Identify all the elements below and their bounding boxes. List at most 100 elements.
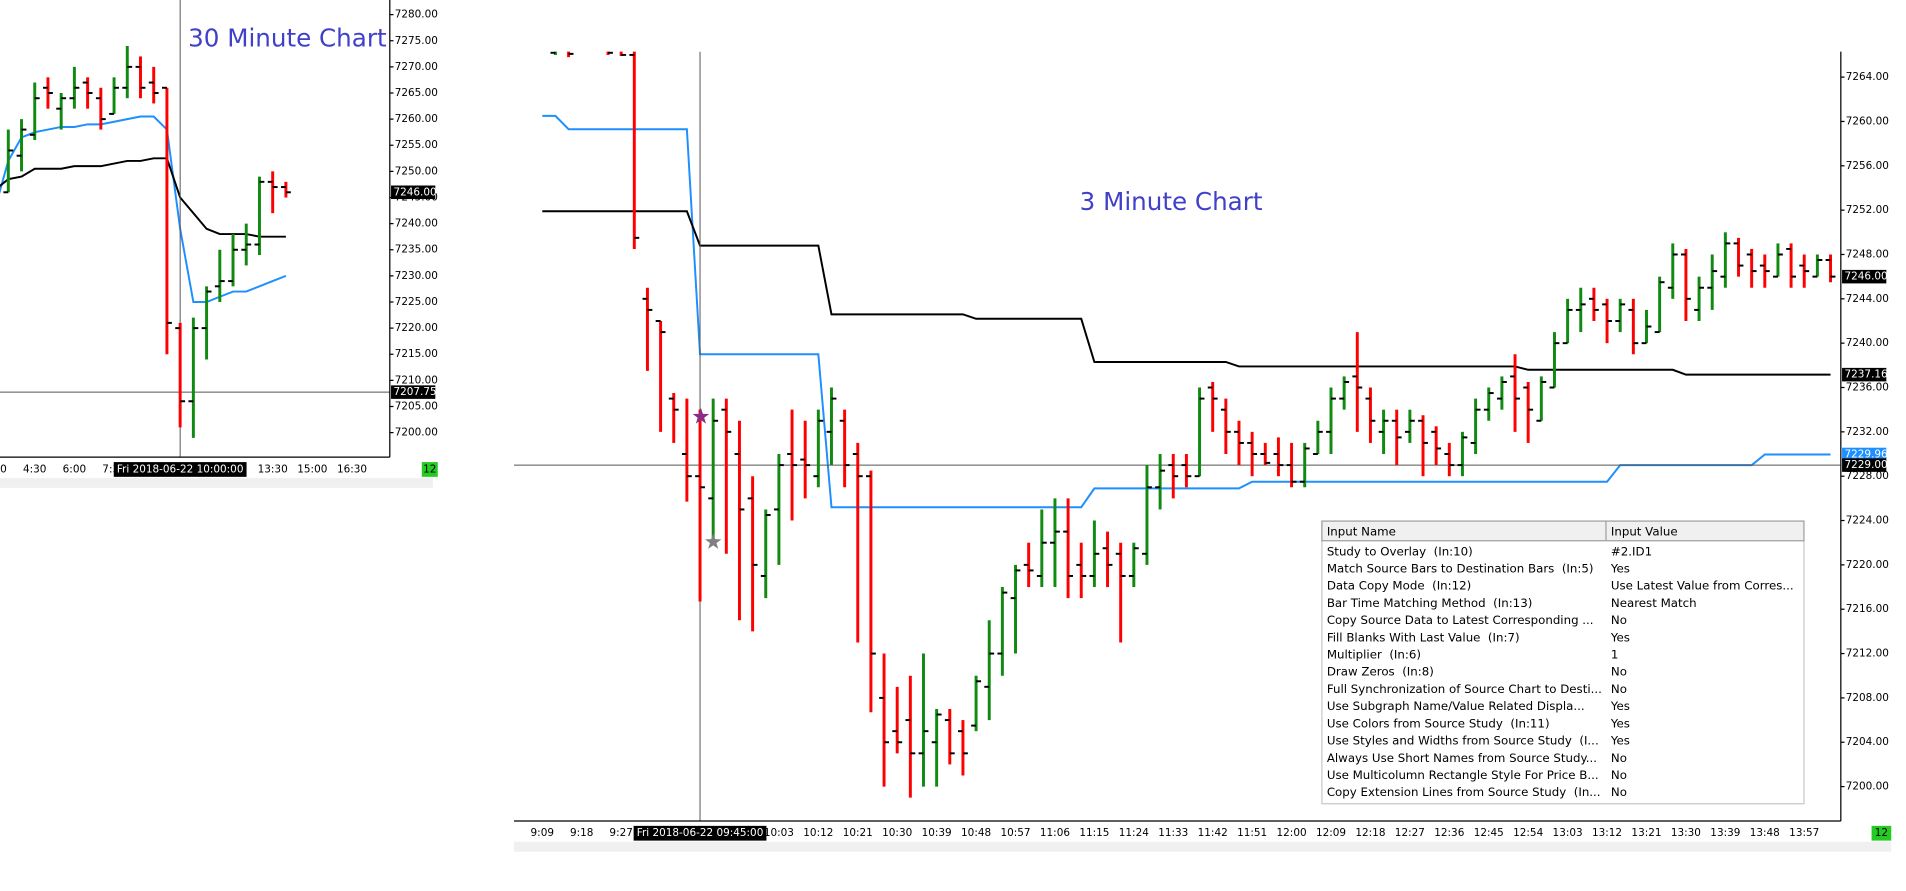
y-tick-label: 7235.00: [395, 244, 438, 256]
bar-count-badge: [421, 462, 438, 477]
x-tick-label: 11:51: [1237, 827, 1267, 839]
y-tick-label: 7240.00: [1846, 337, 1889, 349]
y-tick-label: 7208.00: [1846, 692, 1889, 704]
bar-count-label: 12: [1875, 827, 1888, 839]
y-tick-label: 7256.00: [1846, 160, 1889, 172]
table-cell: Data Copy Mode (In:12): [1327, 579, 1471, 593]
table-cell: No: [1611, 682, 1627, 696]
price-marker: [1842, 447, 1887, 462]
x-tick-label: 10:48: [961, 827, 991, 839]
crosshair-price-box: [391, 385, 436, 399]
x-tick-label: 9:09: [531, 827, 554, 839]
y-tick-label: 7205.00: [395, 400, 438, 412]
plot-area: [0, 0, 390, 458]
x-tick-label: 13:21: [1631, 827, 1661, 839]
x-tick-label: 13:57: [1789, 827, 1819, 839]
y-tick-label: 7216.00: [1846, 603, 1889, 615]
x-tick-label: 12:45: [1474, 827, 1504, 839]
y-tick-label: 7215.00: [395, 348, 438, 360]
table-cell: Always Use Short Names from Source Study…: [1327, 751, 1597, 765]
table-cell: Nearest Match: [1611, 596, 1697, 610]
y-tick-label: 7232.00: [1846, 426, 1889, 438]
table-cell: No: [1611, 751, 1627, 765]
y-tick-label: 7225.00: [395, 296, 438, 308]
table-cell: Yes: [1610, 699, 1630, 713]
x-tick-label: 10:57: [1000, 827, 1030, 839]
y-tick-label: 7220.00: [1846, 559, 1889, 571]
table-header-cell: Input Name: [1327, 525, 1396, 539]
x-tick-label: 10:21: [843, 827, 873, 839]
table-cell: #2.ID1: [1611, 544, 1652, 558]
study-line: [0, 115, 287, 303]
y-tick-label: 7275.00: [395, 35, 438, 47]
table-cell: Use Latest Value from Corres...: [1611, 579, 1794, 593]
x-tick-label: 10:39: [922, 827, 952, 839]
y-tick-label: 7248.00: [1846, 248, 1889, 260]
x-tick-label: 11:33: [1158, 827, 1188, 839]
y-tick-label: 7210.00: [395, 374, 438, 386]
x-tick-label: 11:42: [1198, 827, 1228, 839]
price-marker: [391, 185, 436, 200]
x-tick-label: 4:30: [23, 463, 46, 475]
crosshair-price-label: 7207.75: [393, 386, 436, 398]
y-tick-label: 7204.00: [1846, 736, 1889, 748]
y-tick-label: 7200.00: [1846, 781, 1889, 793]
study-line: [542, 114, 1831, 509]
table-cell: Yes: [1610, 562, 1630, 576]
crosshair-price-box: [1842, 458, 1887, 472]
bar-count-badge: [1871, 825, 1892, 841]
x-tick-label: 12:09: [1316, 827, 1346, 839]
y-tick-label: 7244.00: [1846, 293, 1889, 305]
table-cell: Multiplier (In:6): [1327, 648, 1421, 662]
table-cell: Draw Zeros (In:8): [1327, 665, 1434, 679]
x-tick-label: 10:03: [764, 827, 794, 839]
price-marker-label: 7246.00: [393, 186, 436, 198]
table-cell: Yes: [1610, 716, 1630, 730]
y-tick-label: 7260.00: [395, 113, 438, 125]
table-cell: Full Synchronization of Source Chart to …: [1327, 682, 1602, 696]
table-cell: Copy Extension Lines from Source Study (…: [1327, 785, 1601, 799]
study-line: [0, 157, 286, 238]
y-tick-label: 7228.00: [1846, 470, 1889, 482]
y-tick-label: 7280.00: [395, 9, 438, 21]
table-cell: Use Subgraph Name/Value Related Displa..…: [1327, 699, 1585, 713]
x-tick-label: 9:18: [570, 827, 593, 839]
x-tick-label: 13:03: [1553, 827, 1583, 839]
crosshair-price-label: 7229.00: [1845, 459, 1888, 471]
x-tick-label: 15:00: [297, 463, 327, 475]
chart-title: 3 Minute Chart: [1080, 187, 1263, 216]
crosshair-time-box: [113, 462, 247, 477]
scrollbar[interactable]: [0, 478, 433, 488]
price-marker-label: 7246.00: [1845, 271, 1888, 283]
table-cell: No: [1611, 665, 1627, 679]
y-tick-label: 7255.00: [395, 139, 438, 151]
y-tick-label: 7264.00: [1846, 71, 1889, 83]
x-tick-label: 12:00: [1277, 827, 1307, 839]
x-tick-label: 11:15: [1079, 827, 1109, 839]
scrollbar[interactable]: [514, 841, 1892, 852]
x-tick-label: 13:30: [258, 463, 288, 475]
crosshair-time-label: Fri 2018-06-22 09:45:00: [637, 827, 764, 839]
x-tick-label: 9:27: [609, 827, 632, 839]
table-cell: Fill Blanks With Last Value (In:7): [1327, 630, 1520, 644]
table-header-cell: Input Value: [1611, 525, 1678, 539]
x-tick-label: 12:36: [1434, 827, 1464, 839]
x-tick-label: 16:30: [337, 463, 367, 475]
x-tick-label: 11:06: [1040, 827, 1070, 839]
x-tick-label: 3:00: [0, 463, 7, 475]
star-marker: [692, 408, 710, 424]
table-cell: Yes: [1610, 734, 1630, 748]
x-tick-label: 12:54: [1513, 827, 1543, 839]
y-tick-label: 7250.00: [395, 165, 438, 177]
study-line: [542, 210, 1831, 376]
x-tick-label: 10:12: [803, 827, 833, 839]
x-tick-label: 10:30: [882, 827, 912, 839]
table-cell: Use Colors from Source Study (In:11): [1327, 716, 1550, 730]
price-marker-label: 7229.96: [1845, 448, 1888, 460]
table-cell: 1: [1611, 648, 1619, 662]
price-marker: [1842, 269, 1887, 284]
x-tick-label: 13:30: [1671, 827, 1701, 839]
y-tick-label: 7265.00: [395, 87, 438, 99]
